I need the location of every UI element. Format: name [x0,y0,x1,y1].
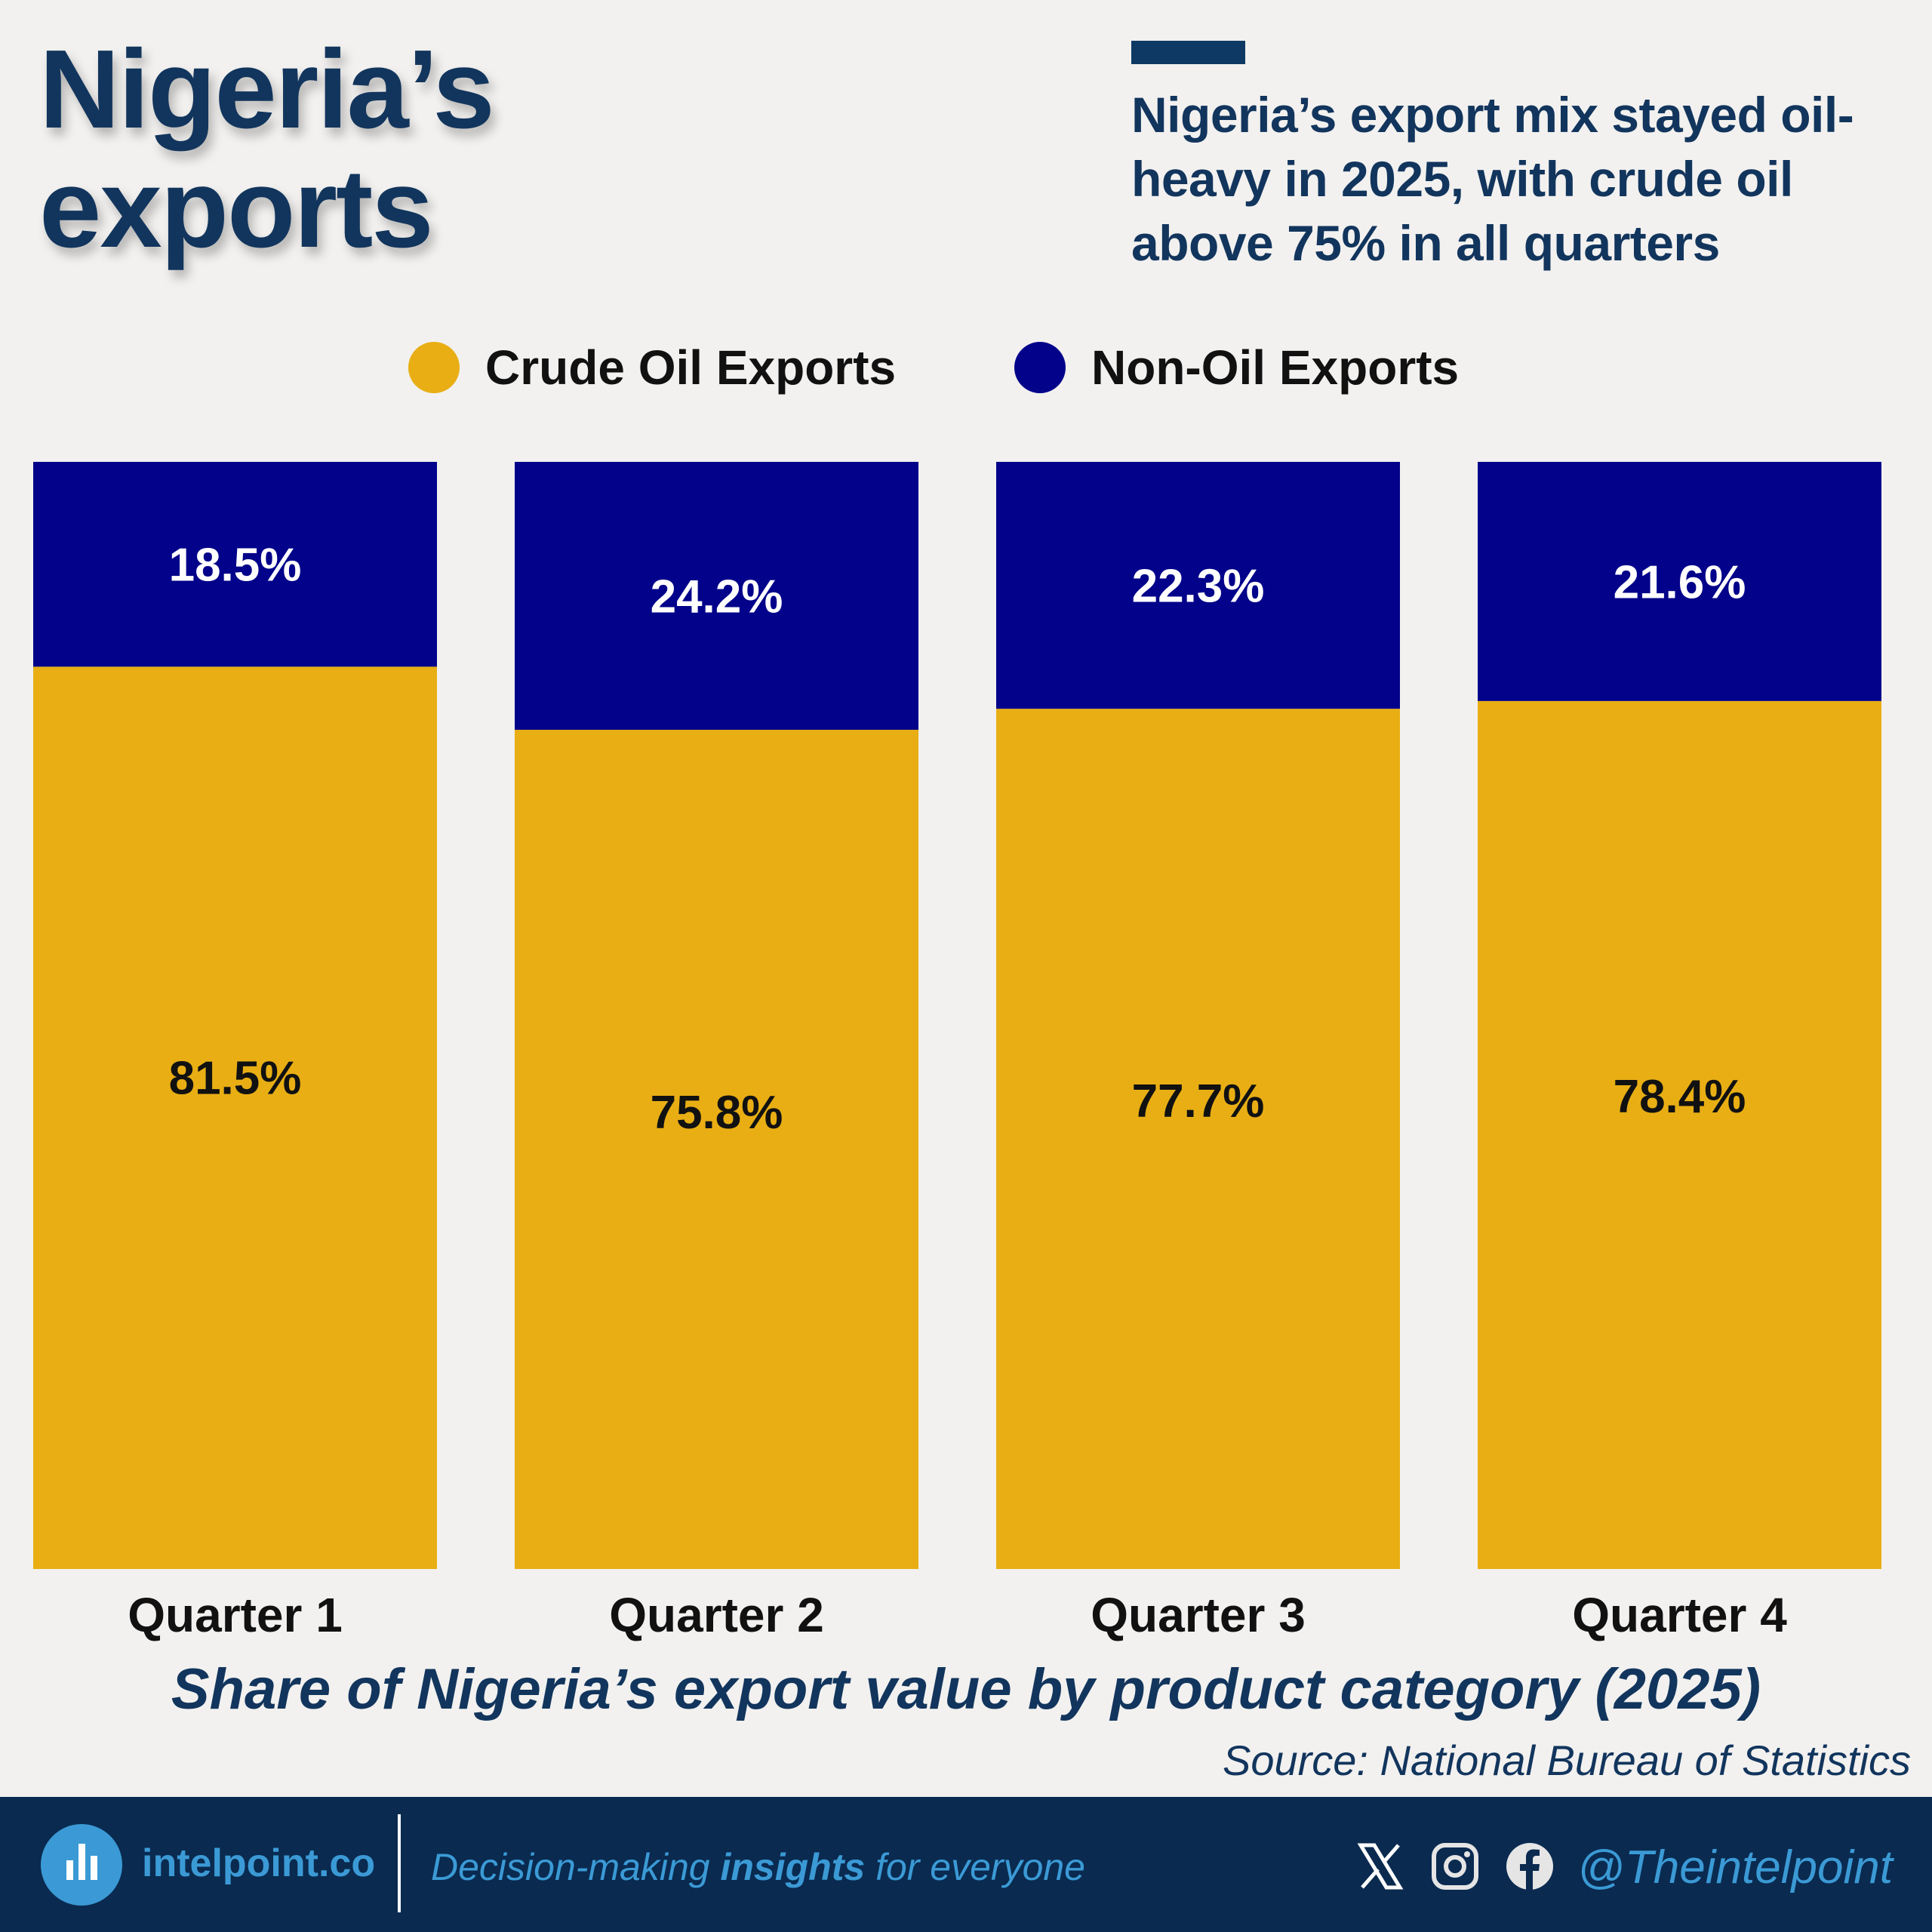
legend-label: Non-Oil Exports [1091,340,1460,395]
subtitle-line: above 75% in all quarters [1131,215,1720,271]
data-label-crude-oil: 77.7% [1132,1075,1265,1128]
footer: intelpoint.co Decision-making insights f… [0,1797,1932,1932]
title-line-2: exports [39,146,434,271]
data-label-non-oil: 21.6% [1614,556,1746,608]
legend-swatch-crude [408,342,460,393]
data-label-non-oil: 18.5% [169,540,302,592]
facebook-icon[interactable] [1506,1842,1554,1890]
x-tick-label: Quarter 1 [128,1588,343,1642]
tagline: Decision-making insights for everyone [431,1846,1085,1888]
footer-divider [398,1814,401,1912]
bar-non-oil [1478,462,1881,701]
source-note: Source: National Bureau of Statistics [1222,1737,1911,1784]
data-label-crude-oil: 75.8% [651,1087,783,1139]
data-label-crude-oil: 78.4% [1614,1071,1746,1123]
intelpoint-logo-icon [41,1824,122,1906]
x-tick-label: Quarter 2 [609,1588,824,1642]
data-label-crude-oil: 81.5% [169,1052,302,1104]
legend-label: Crude Oil Exports [485,340,897,395]
x-icon[interactable] [1356,1842,1404,1890]
legend-item-crude: Crude Oil Exports [408,340,897,395]
bar-crude-oil [515,730,918,1570]
x-tick-label: Quarter 3 [1091,1588,1306,1642]
instagram-icon[interactable] [1431,1842,1479,1890]
bar-crude-oil [996,709,1400,1569]
legend-item-non-oil: Non-Oil Exports [1014,340,1460,395]
page-title: Nigeria’s exports [39,27,495,271]
accent-bar [1131,41,1245,64]
stacked-bar-chart: 18.5% 81.5% Quarter 1 24.2% 75.8% Quarter 2 22… [33,462,1881,1642]
x-tick-label: Quarter 4 [1572,1588,1787,1642]
bar-crude-oil [33,666,437,1569]
bar-non-oil [33,462,437,667]
bar-non-oil [996,462,1400,709]
bar-non-oil [515,462,918,731]
data-label-non-oil: 22.3% [1132,561,1265,613]
subtitle: Nigeria’s export mix stayed oil- heavy i… [1131,83,1924,275]
bar-crude-oil [1478,700,1881,1569]
title-line-1: Nigeria’s [39,27,495,152]
data-label-non-oil: 24.2% [651,571,783,623]
social-handle[interactable]: @Theintelpoint [1577,1841,1893,1894]
legend-swatch-non-oil [1014,342,1066,393]
subtitle-line: heavy in 2025, with crude oil [1131,151,1793,207]
chart-title: Share of Nigeria’s export value by produ… [171,1657,1761,1721]
site-link[interactable]: intelpoint.co [142,1841,376,1885]
subtitle-line: Nigeria’s export mix stayed oil- [1131,87,1854,143]
